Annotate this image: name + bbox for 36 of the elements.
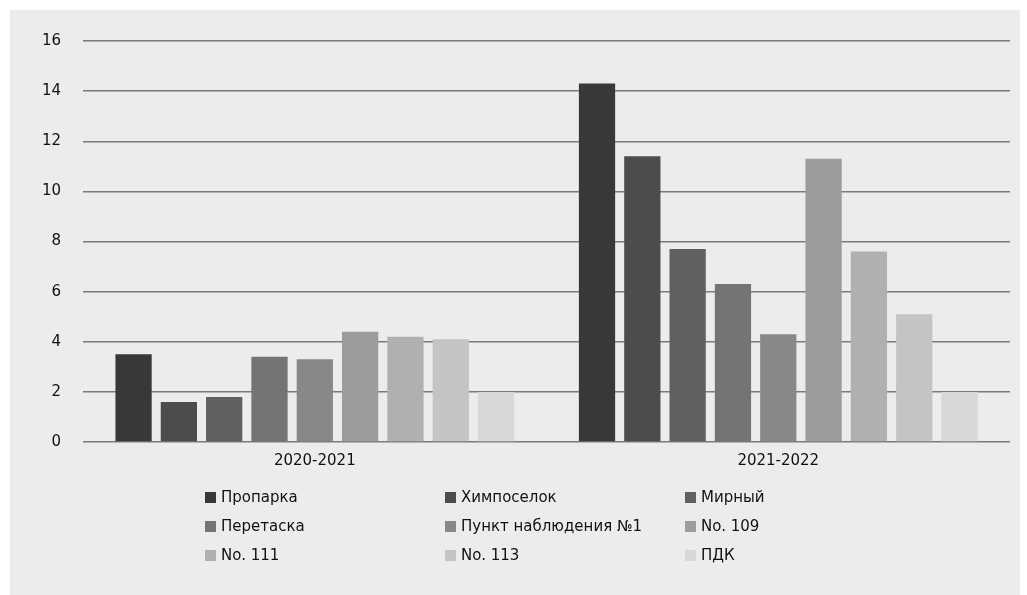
- legend-label: No. 113: [460, 546, 521, 564]
- legend-label: Пропарка: [220, 488, 299, 506]
- bar: [477, 391, 515, 442]
- bar: [669, 249, 706, 442]
- legend-label: Химпоселок: [460, 488, 558, 506]
- legend-label: Пункт наблюдения №1: [460, 517, 644, 535]
- bar: [115, 354, 152, 442]
- bar: [578, 83, 616, 442]
- legend-label: ПДК: [700, 546, 736, 564]
- y-tick-label: 2: [51, 381, 62, 400]
- y-tick-label: 14: [41, 81, 62, 100]
- bar: [760, 334, 797, 442]
- bar: [850, 251, 888, 442]
- legend-label: Перетаска: [220, 517, 306, 535]
- bar: [432, 339, 469, 442]
- y-tick-label: 8: [51, 231, 62, 250]
- bar: [624, 156, 661, 442]
- y-tick-label: 0: [51, 431, 62, 450]
- bar: [387, 336, 424, 442]
- y-tick-label: 4: [51, 331, 62, 350]
- y-tick-label: 10: [41, 181, 62, 200]
- legend-label: No. 109: [700, 517, 761, 535]
- bar: [941, 391, 978, 442]
- bar: [342, 331, 379, 442]
- y-tick-label: 6: [51, 281, 62, 300]
- bar: [296, 359, 333, 442]
- x-tick-label: 2020-2021: [273, 450, 356, 469]
- legend-label: Мирный: [700, 488, 766, 506]
- bar: [896, 314, 933, 442]
- y-tick-label: 12: [41, 131, 62, 150]
- bar: [160, 401, 197, 442]
- bar: [206, 396, 243, 442]
- bar: [805, 158, 842, 442]
- legend-label: No. 111: [220, 546, 281, 564]
- y-tick-label: 16: [41, 30, 62, 49]
- x-tick-label: 2021-2022: [737, 450, 820, 469]
